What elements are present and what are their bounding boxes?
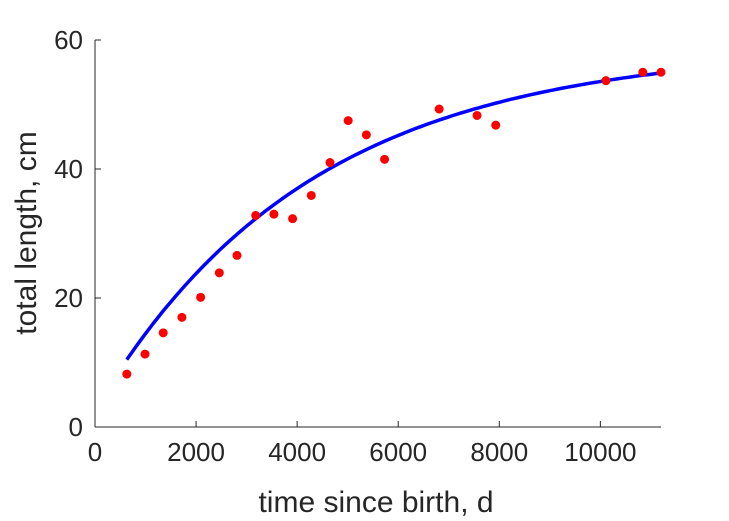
fit-curve-layer: [125, 71, 662, 361]
y-axis-label: total length, cm: [10, 131, 43, 334]
data-point: [638, 67, 648, 77]
data-point: [472, 110, 482, 120]
x-tick-label: 10000: [564, 437, 636, 467]
data-point: [232, 250, 242, 260]
data-point: [361, 130, 371, 140]
axes: [94, 40, 661, 428]
x-tick-label: 6000: [369, 437, 427, 467]
x-axis-label: time since birth, d: [258, 486, 493, 519]
data-point: [122, 369, 132, 379]
data-point: [601, 76, 611, 86]
data-point: [214, 268, 224, 278]
x-tick-label: 4000: [268, 437, 326, 467]
data-point: [434, 104, 444, 114]
data-point: [251, 210, 261, 220]
y-tick-label: 0: [69, 412, 83, 442]
y-tick-label: 20: [54, 283, 83, 313]
data-point: [306, 190, 316, 200]
data-point: [343, 116, 353, 126]
x-tick-label: 2000: [167, 437, 225, 467]
fit-curve-line: [125, 71, 662, 361]
data-point: [196, 292, 206, 302]
data-point: [177, 312, 187, 322]
data-point: [380, 154, 390, 164]
data-point: [325, 158, 335, 168]
data-point: [140, 349, 150, 359]
data-points-layer: [122, 67, 666, 379]
data-point: [158, 328, 168, 338]
data-point: [656, 67, 666, 77]
x-ticks: 0 2000 4000 6000 8000 10000: [88, 421, 637, 467]
data-point: [269, 209, 279, 219]
data-point: [491, 120, 501, 130]
x-tick-label: 8000: [470, 437, 528, 467]
y-ticks: 0 20 40 60: [54, 25, 101, 442]
y-tick-label: 60: [54, 25, 83, 55]
x-tick-label: 0: [88, 437, 102, 467]
data-point: [288, 214, 298, 224]
y-tick-label: 40: [54, 154, 83, 184]
